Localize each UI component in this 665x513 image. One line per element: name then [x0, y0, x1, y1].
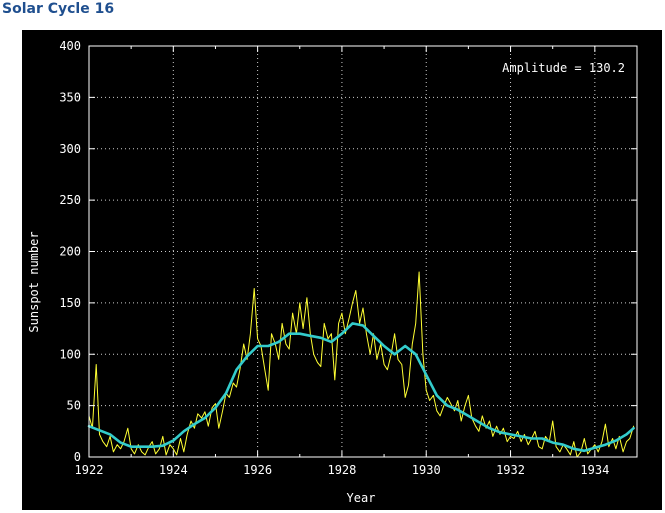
chart-frame: 1922 1924 1926 1928 1930 1932 1934 0 50 100 150 20…: [22, 30, 662, 510]
monthly-series-line: [88, 271, 635, 458]
x-tick-label: 1926: [243, 463, 272, 477]
y-tick-label: 50: [67, 399, 81, 413]
grid-lines: [89, 46, 637, 457]
y-tick-label: 150: [59, 296, 81, 310]
x-tick-label: 1934: [580, 463, 609, 477]
x-tick-label: 1922: [75, 463, 104, 477]
y-tick-label: 0: [74, 450, 81, 464]
x-tick-label: 1928: [327, 463, 356, 477]
y-axis-label: Sunspot number: [27, 231, 41, 332]
amplitude-annotation: Amplitude = 130.2: [502, 61, 625, 75]
x-axis-label: Year: [347, 491, 376, 505]
y-tick-labels: 0 50 100 150 200 250 300 350 400: [59, 39, 81, 464]
smoothed-series-line: [87, 322, 635, 453]
axes: [88, 45, 638, 458]
plot-border: [88, 45, 638, 458]
sunspot-chart: 1922 1924 1926 1928 1930 1932 1934 0 50 100 150 20…: [27, 39, 638, 505]
y-tick-label: 100: [59, 347, 81, 361]
page-title: Solar Cycle 16: [2, 1, 115, 17]
y-tick-label: 200: [59, 245, 81, 259]
x-tick-label: 1932: [496, 463, 525, 477]
plot-area: [87, 271, 635, 458]
x-tick-labels: 1922 1924 1926 1928 1930 1932 1934: [75, 463, 610, 477]
x-tick-label: 1924: [159, 463, 188, 477]
x-tick-label: 1930: [412, 463, 441, 477]
y-tick-label: 300: [59, 142, 81, 156]
y-tick-label: 400: [59, 39, 81, 53]
y-tick-label: 350: [59, 90, 81, 104]
y-tick-label: 250: [59, 193, 81, 207]
